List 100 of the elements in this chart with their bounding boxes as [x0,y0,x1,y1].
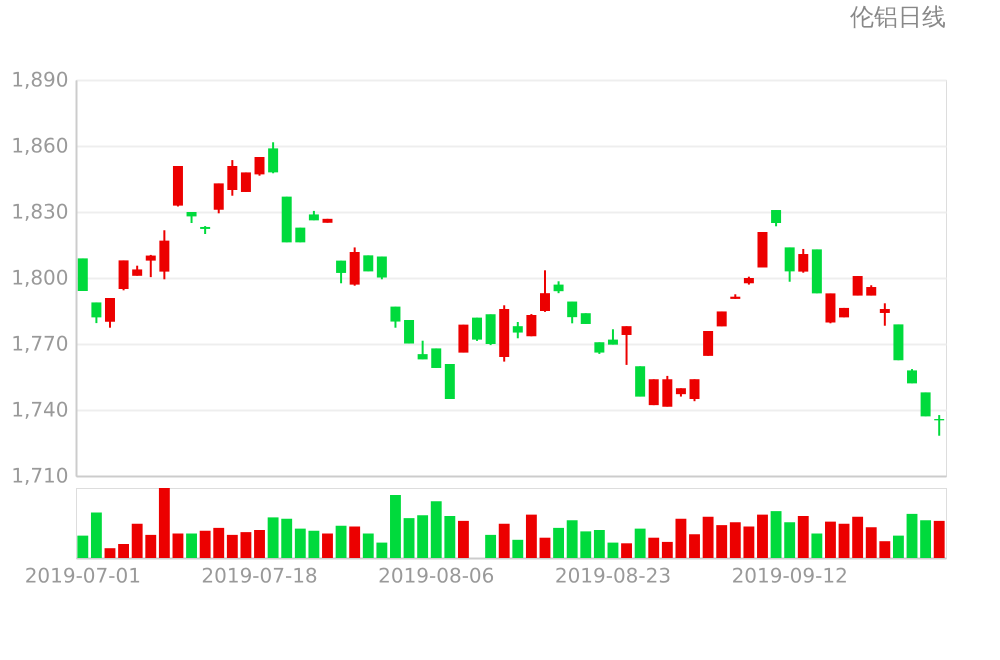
y-tick-label: 1,860 [11,134,68,158]
bar [254,530,265,558]
bar [390,495,401,558]
bar [281,518,292,558]
bar [634,528,646,558]
candlestick [798,248,808,274]
bar [730,522,741,558]
bar [132,524,143,558]
bar [430,501,442,558]
bar [906,514,918,558]
candlestick [622,325,632,366]
bar [417,515,428,558]
bar [838,524,850,558]
candlestick [554,280,564,294]
bar [458,520,469,558]
candlestick [431,347,442,369]
bar [743,526,754,558]
y-tick-label: 1,800 [11,266,68,290]
x-tick-label: 2019-08-23 [554,564,672,588]
bar [580,531,592,558]
bar [716,525,728,558]
candlestick [418,340,428,360]
x-tick-label: 2019-08-06 [378,564,494,588]
candlestick [934,414,944,437]
bar [118,544,130,558]
bar [186,534,197,558]
bar [200,530,211,558]
bar [485,534,496,558]
candlestick [363,254,374,272]
bar [77,536,88,558]
bar [226,534,238,558]
candlestick [240,171,251,193]
bar [866,527,877,558]
bar [920,520,932,558]
bar [702,516,714,558]
candlestick [907,368,918,384]
candlestick [227,159,238,197]
bar [879,541,890,558]
bar [308,530,320,558]
bar [294,528,306,558]
bar [798,516,809,558]
candlestick [540,269,550,313]
candlestick [608,328,618,346]
bar [362,534,374,558]
bar [404,518,414,558]
bar [349,526,360,558]
bar [498,524,510,558]
candlestick [472,316,482,342]
bar [104,548,116,558]
candlestick [920,391,931,418]
candlestick [254,156,265,177]
candlestick [567,300,578,324]
candlestick [308,210,319,222]
candlestick [376,255,387,280]
bar [784,522,796,558]
bar [553,528,564,558]
candlestick [268,141,278,174]
chart-title: 伦铝日线 [850,3,946,31]
bar [852,516,864,558]
bar [811,534,822,558]
candlestick [295,226,306,244]
candlestick [784,246,795,283]
y-tick-label: 1,890 [11,68,68,92]
y-tick-label: 1,740 [11,398,68,422]
candlestick [104,297,115,329]
bar [892,536,904,558]
candlestick [404,319,414,345]
x-tick-label: 2019-09-12 [732,564,848,588]
bar [662,542,673,558]
bar [594,530,605,558]
candlestick [186,211,197,224]
candlestick [132,264,142,277]
bar [336,526,347,558]
candlestick [690,378,700,402]
candlestick [716,310,727,328]
y-tick-label: 1,770 [11,332,68,356]
candlestick [594,341,604,355]
bar [90,512,102,558]
bar [689,534,700,558]
bar [526,514,537,558]
x-tick-label: 2019-07-18 [201,564,318,588]
candlestick [852,275,863,297]
bar [675,518,686,558]
bar [444,516,456,558]
bar [512,540,524,558]
bar [158,488,170,558]
x-tick-label: 2019-07-01 [24,564,141,588]
bar [213,528,224,558]
bar [621,543,632,558]
bar [145,534,156,558]
bar [608,542,618,558]
y-tick-label: 1,830 [11,200,68,224]
bar [376,542,388,558]
bar [770,511,782,558]
bar [172,534,184,558]
bar [268,517,279,558]
bar [757,514,768,558]
candlestick [336,260,346,284]
candlestick [880,302,890,327]
bar [825,522,836,558]
